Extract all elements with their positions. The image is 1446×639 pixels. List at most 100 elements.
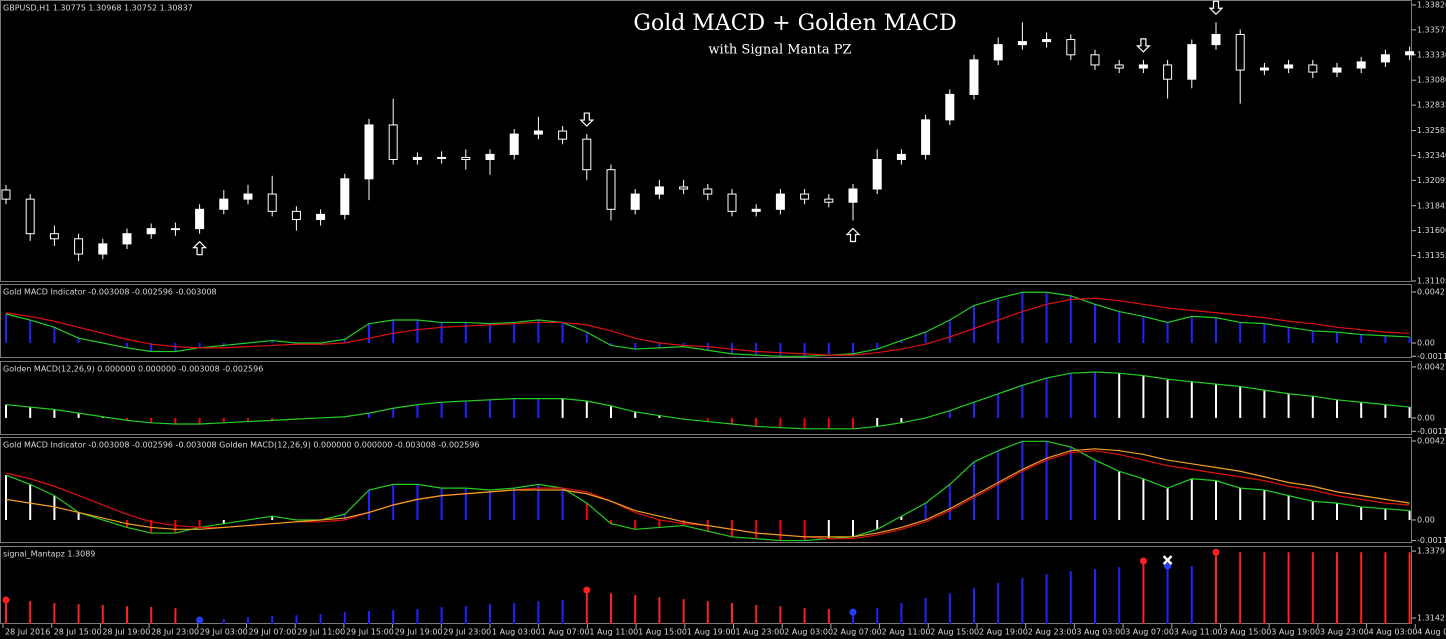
indicator-line xyxy=(5,297,1410,356)
y-tick-label: 1.32340 xyxy=(1417,151,1446,160)
x-tick-label: 3 Aug 23:00 xyxy=(1320,628,1369,637)
candle xyxy=(1380,54,1390,63)
chart-title: Gold MACD + Golden MACD xyxy=(633,11,956,36)
panel-label: Golden MACD(12,26,9) 0.000000 0.000000 -… xyxy=(3,365,263,374)
y-tick-label: 0.00 xyxy=(1417,413,1435,422)
candle xyxy=(1,189,11,200)
candle xyxy=(921,119,931,155)
y-tick-label: 1.33330 xyxy=(1417,50,1446,59)
x-tick-label: 28 Jul 23:00 xyxy=(151,628,199,637)
y-tick-label: 1.33575 xyxy=(1417,25,1446,34)
candle xyxy=(49,233,59,240)
y-tick-label: 1.31105 xyxy=(1417,276,1446,285)
candle xyxy=(775,193,785,210)
x-tick-label: 1 Aug 19:00 xyxy=(687,628,736,637)
x-tick-label: 2 Aug 11:00 xyxy=(882,628,931,637)
x-tick-label: 2 Aug 19:00 xyxy=(979,628,1028,637)
candle xyxy=(727,193,737,212)
candle xyxy=(485,153,495,161)
x-tick-label: 1 Aug 11:00 xyxy=(589,628,638,637)
candle xyxy=(654,186,664,195)
x-tick-label: 29 Jul 23:00 xyxy=(443,628,491,637)
x-tick-label: 2 Aug 15:00 xyxy=(930,628,979,637)
x-tick-label: 28 Jul 15:00 xyxy=(54,628,102,637)
x-tick-label: 3 Aug 07:00 xyxy=(1125,628,1174,637)
indicator-line xyxy=(5,291,1410,357)
down-arrow xyxy=(1208,0,1224,16)
candle xyxy=(533,130,543,135)
candle xyxy=(1163,64,1173,80)
y-tick-label: -0.001102 xyxy=(1417,536,1446,545)
x-tick-label: 1 Aug 23:00 xyxy=(736,628,785,637)
x-tick-label: 4 Aug 07:00 xyxy=(1417,628,1446,637)
candle xyxy=(1259,67,1269,71)
candle xyxy=(388,124,398,161)
candle xyxy=(751,208,761,212)
candle xyxy=(316,213,326,220)
y-tick-label: 1.3142 xyxy=(1417,614,1445,623)
y-tick-label: 0.004217 xyxy=(1417,362,1446,371)
panel xyxy=(0,437,1412,543)
candle xyxy=(1405,51,1415,56)
x-tick-label: 29 Jul 11:00 xyxy=(297,628,345,637)
x-tick-label: 1 Aug 07:00 xyxy=(541,628,590,637)
candle xyxy=(98,243,108,255)
candle xyxy=(606,169,616,210)
candle xyxy=(219,198,229,210)
signal-dot xyxy=(583,586,591,594)
y-tick-label: 1.33820 xyxy=(1417,0,1446,9)
candle xyxy=(1284,64,1294,69)
y-tick-label: 0.004217 xyxy=(1417,288,1446,297)
y-tick-label: 1.31600 xyxy=(1417,226,1446,235)
up-arrow xyxy=(192,240,208,256)
candle xyxy=(1235,33,1245,71)
y-tick-label: 0.004217 xyxy=(1417,436,1446,445)
candle xyxy=(122,233,132,245)
signal-dot xyxy=(2,596,10,604)
signal-dot xyxy=(1139,557,1147,565)
down-arrow xyxy=(579,112,595,127)
candle xyxy=(872,159,882,190)
panel-label: Gold MACD Indicator -0.003008 -0.002596 … xyxy=(3,441,479,450)
up-arrow xyxy=(845,227,861,243)
candle xyxy=(340,178,350,215)
candle xyxy=(437,156,447,159)
candle xyxy=(1114,64,1124,69)
down-arrow xyxy=(1135,38,1151,53)
candle xyxy=(461,156,471,161)
panel-label: Gold MACD Indicator -0.003008 -0.002596 … xyxy=(3,288,217,297)
candle xyxy=(1308,64,1318,73)
candle xyxy=(1042,39,1052,43)
candle xyxy=(364,124,374,180)
y-tick-label: 0.00 xyxy=(1417,515,1435,524)
x-tick-label: 2 Aug 23:00 xyxy=(1028,628,1077,637)
x-tick-label: 3 Aug 03:00 xyxy=(1076,628,1125,637)
signal-cross xyxy=(1162,555,1173,566)
candle xyxy=(630,193,640,210)
candle xyxy=(993,44,1003,61)
candle xyxy=(1090,54,1100,66)
x-tick-label: 29 Jul 19:00 xyxy=(395,628,443,637)
y-tick-label: 1.32585 xyxy=(1417,126,1446,135)
signal-dot xyxy=(196,616,204,624)
signal-dot xyxy=(849,608,857,616)
y-tick-label: -0.001102 xyxy=(1417,427,1446,436)
indicator-line xyxy=(5,440,1410,542)
candle xyxy=(1066,39,1076,56)
candle xyxy=(243,193,253,200)
candle xyxy=(146,228,156,235)
candle xyxy=(896,153,906,161)
x-tick-label: 2 Aug 07:00 xyxy=(833,628,882,637)
y-tick-label: 1.33080 xyxy=(1417,76,1446,85)
candle xyxy=(582,138,592,171)
y-tick-label: 1.31845 xyxy=(1417,201,1446,210)
candle xyxy=(1187,44,1197,80)
candle xyxy=(558,130,568,140)
candle xyxy=(74,238,84,255)
candle xyxy=(703,188,713,195)
candle xyxy=(412,156,422,161)
symbol-info: GBPUSD,H1 1.30775 1.30968 1.30752 1.3083… xyxy=(3,4,193,13)
panel xyxy=(0,546,1412,624)
indicator-line xyxy=(5,448,1410,538)
